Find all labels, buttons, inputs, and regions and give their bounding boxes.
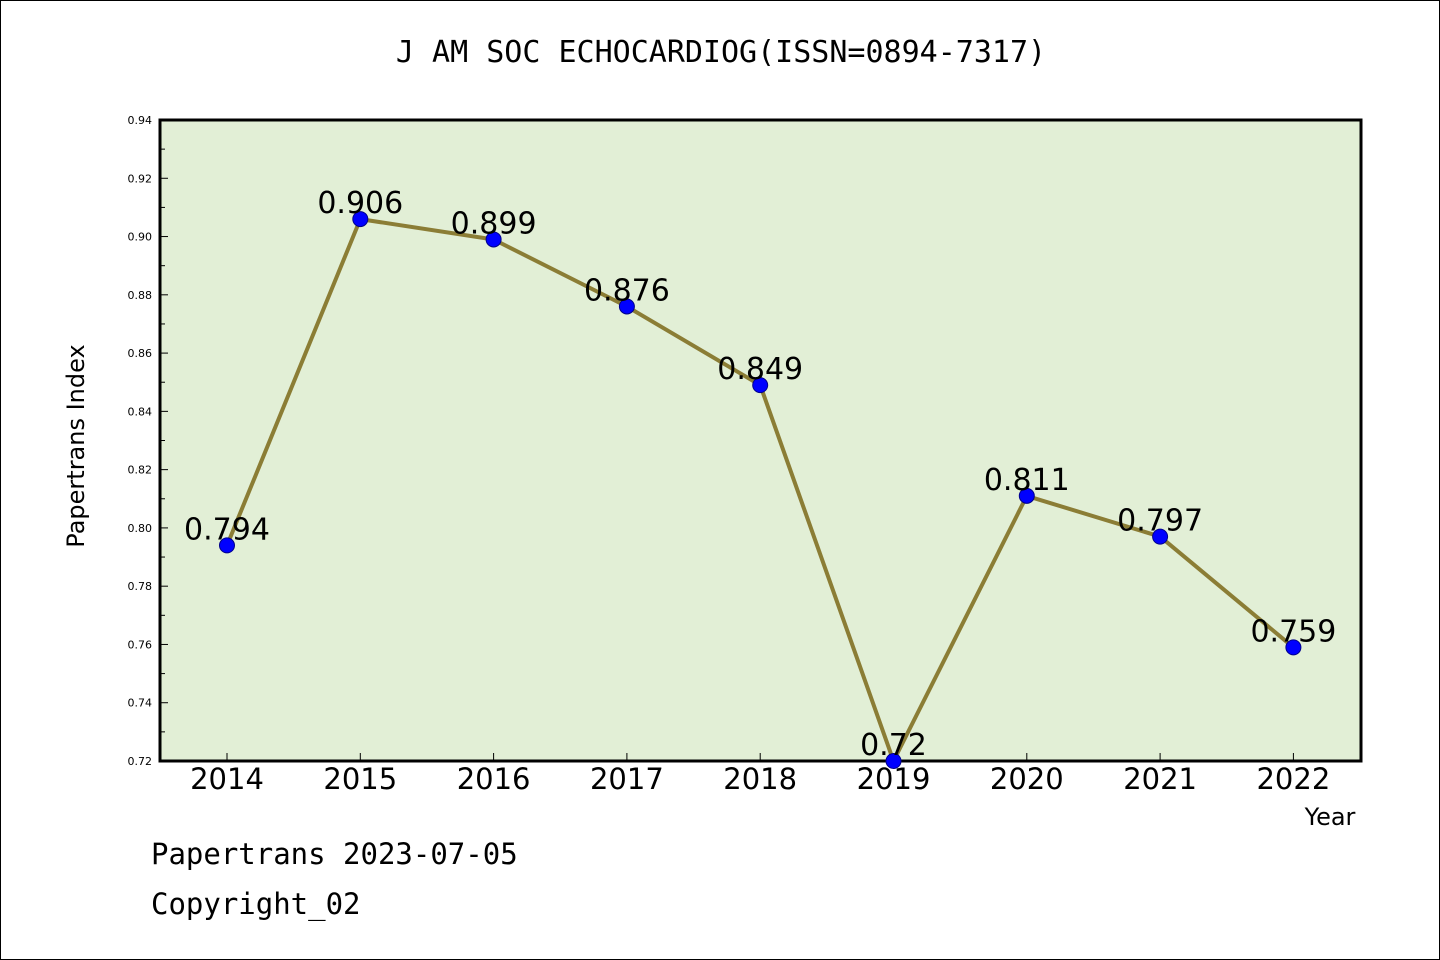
data-label: 0.794 <box>184 512 270 547</box>
data-label: 0.899 <box>451 206 537 241</box>
data-point <box>885 753 902 769</box>
y-tick-label: 0.88 <box>128 289 153 302</box>
y-tick-label: 0.86 <box>128 347 153 360</box>
y-tick-label: 0.78 <box>128 580 153 593</box>
data-point <box>485 231 502 248</box>
y-tick-label: 0.72 <box>128 755 153 768</box>
data-label: 0.906 <box>317 186 403 221</box>
data-point <box>1018 487 1035 504</box>
data-label: 0.759 <box>1250 614 1336 649</box>
data-label: 0.797 <box>1117 504 1203 539</box>
data-point <box>1152 528 1169 545</box>
x-tick-label: 2020 <box>990 762 1064 796</box>
x-tick-label: 2017 <box>590 762 664 796</box>
x-tick-label: 2018 <box>723 762 797 796</box>
y-tick-label: 0.84 <box>128 405 153 418</box>
y-tick-label: 0.94 <box>128 114 153 127</box>
footer-date: Papertrans 2023-07-05 <box>151 837 518 871</box>
data-label: 0.876 <box>584 273 670 308</box>
y-tick-label: 0.76 <box>128 638 153 651</box>
footer-copyright: Copyright_02 <box>151 887 361 921</box>
y-axis-ticks: 0.72 0.74 0.76 0.78 0.80 0.82 0.84 0.86 0.88 0.90… <box>128 114 168 768</box>
data-point <box>752 377 769 394</box>
y-tick-label: 0.92 <box>128 172 153 185</box>
data-label: 0.811 <box>984 463 1070 498</box>
y-tick-label: 0.90 <box>128 231 153 244</box>
data-labels: 0.794 0.906 0.899 0.876 0.849 0.72 0.811 0.797 0… <box>184 186 1336 763</box>
data-label: 0.72 <box>860 728 927 763</box>
x-tick-label: 2021 <box>1123 762 1197 796</box>
data-label: 0.849 <box>717 352 803 387</box>
y-tick-label: 0.74 <box>128 697 153 710</box>
chart-title: J AM SOC ECHOCARDIOG(ISSN=0894-7317) <box>395 35 1047 70</box>
x-tick-label: 2022 <box>1256 762 1330 796</box>
y-tick-label: 0.82 <box>128 464 153 477</box>
x-tick-label: 2016 <box>457 762 531 796</box>
data-point <box>219 537 235 554</box>
x-axis-label: Year <box>1304 803 1356 831</box>
data-point <box>1285 639 1302 656</box>
data-point <box>352 211 369 228</box>
data-point <box>618 298 635 315</box>
y-axis-label: Papertrans Index <box>62 344 90 547</box>
x-tick-label: 2015 <box>323 762 397 796</box>
y-tick-label: 0.80 <box>128 522 153 535</box>
series-markers <box>219 211 1302 769</box>
x-tick-label: 2014 <box>190 762 264 796</box>
